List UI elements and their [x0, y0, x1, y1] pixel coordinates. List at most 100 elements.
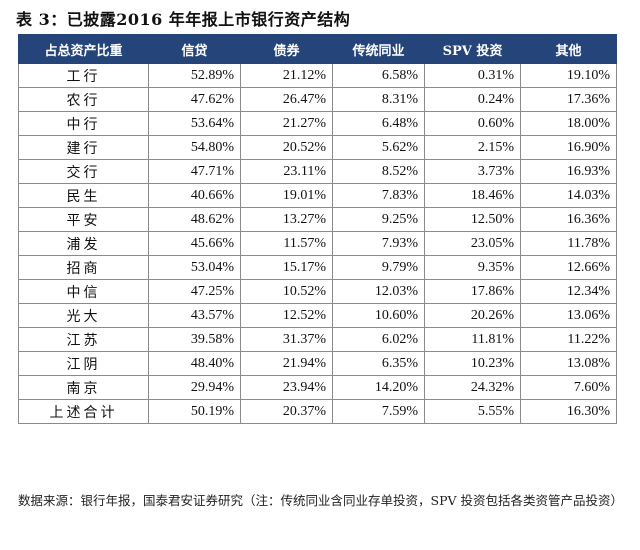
bank-name-cell: 光大: [18, 303, 149, 328]
value-cell: 53.64%: [148, 111, 241, 136]
header-cell: 其他: [520, 34, 617, 64]
value-cell: 0.31%: [424, 63, 521, 88]
table-row: 中信 47.25% 10.52% 12.03% 17.86% 12.34%: [18, 279, 617, 304]
value-cell: 5.55%: [424, 399, 521, 424]
table-row: 江阴 48.40% 21.94% 6.35% 10.23% 13.08%: [18, 351, 617, 376]
table-row: 招商 53.04% 15.17% 9.79% 9.35% 12.66%: [18, 255, 617, 280]
value-cell: 12.03%: [332, 279, 425, 304]
value-cell: 12.52%: [240, 303, 333, 328]
table-row: 南京 29.94% 23.94% 14.20% 24.32% 7.60%: [18, 375, 617, 400]
bank-name-cell: 工行: [18, 63, 149, 88]
value-cell: 15.17%: [240, 255, 333, 280]
header-cell: 信贷: [148, 34, 241, 64]
value-cell: 6.48%: [332, 111, 425, 136]
value-cell: 21.12%: [240, 63, 333, 88]
value-cell: 13.06%: [520, 303, 617, 328]
table-row: 光大 43.57% 12.52% 10.60% 20.26% 13.06%: [18, 303, 617, 328]
value-cell: 6.02%: [332, 327, 425, 352]
value-cell: 9.79%: [332, 255, 425, 280]
value-cell: 0.24%: [424, 87, 521, 112]
bank-name-cell: 交行: [18, 159, 149, 184]
value-cell: 16.30%: [520, 399, 617, 424]
value-cell: 10.60%: [332, 303, 425, 328]
value-cell: 29.94%: [148, 375, 241, 400]
value-cell: 16.93%: [520, 159, 617, 184]
value-cell: 13.27%: [240, 207, 333, 232]
value-cell: 12.66%: [520, 255, 617, 280]
value-cell: 10.23%: [424, 351, 521, 376]
value-cell: 7.93%: [332, 231, 425, 256]
value-cell: 23.11%: [240, 159, 333, 184]
value-cell: 13.08%: [520, 351, 617, 376]
value-cell: 50.19%: [148, 399, 241, 424]
value-cell: 31.37%: [240, 327, 333, 352]
value-cell: 3.73%: [424, 159, 521, 184]
value-cell: 23.94%: [240, 375, 333, 400]
header-cell: 债券: [240, 34, 333, 64]
value-cell: 21.27%: [240, 111, 333, 136]
bank-name-cell: 江阴: [18, 351, 149, 376]
value-cell: 7.59%: [332, 399, 425, 424]
table-row: 中行 53.64% 21.27% 6.48% 0.60% 18.00%: [18, 111, 617, 136]
value-cell: 47.25%: [148, 279, 241, 304]
bank-name-cell: 南京: [18, 375, 149, 400]
value-cell: 11.22%: [520, 327, 617, 352]
value-cell: 16.90%: [520, 135, 617, 160]
bank-name-cell: 民生: [18, 183, 149, 208]
value-cell: 9.25%: [332, 207, 425, 232]
value-cell: 19.10%: [520, 63, 617, 88]
bank-name-cell: 建行: [18, 135, 149, 160]
value-cell: 2.15%: [424, 135, 521, 160]
value-cell: 47.71%: [148, 159, 241, 184]
value-cell: 39.58%: [148, 327, 241, 352]
table-row: 农行 47.62% 26.47% 8.31% 0.24% 17.36%: [18, 87, 617, 112]
table-row: 上述合计 50.19% 20.37% 7.59% 5.55% 16.30%: [18, 399, 617, 424]
value-cell: 5.62%: [332, 135, 425, 160]
value-cell: 17.86%: [424, 279, 521, 304]
value-cell: 11.81%: [424, 327, 521, 352]
value-cell: 11.78%: [520, 231, 617, 256]
value-cell: 0.60%: [424, 111, 521, 136]
table-row: 民生 40.66% 19.01% 7.83% 18.46% 14.03%: [18, 183, 617, 208]
value-cell: 48.62%: [148, 207, 241, 232]
table-row: 交行 47.71% 23.11% 8.52% 3.73% 16.93%: [18, 159, 617, 184]
bank-name-cell: 平安: [18, 207, 149, 232]
value-cell: 20.52%: [240, 135, 333, 160]
value-cell: 48.40%: [148, 351, 241, 376]
asset-structure-table: 占总资产比重 信贷 债券 传统同业 SPV 投资 其他 工行 52.89% 21.1…: [18, 34, 617, 424]
table-row: 平安 48.62% 13.27% 9.25% 12.50% 16.36%: [18, 207, 617, 232]
table-title: 表 3：已披露2016 年年报上市银行资产结构: [16, 10, 351, 29]
value-cell: 8.31%: [332, 87, 425, 112]
value-cell: 7.83%: [332, 183, 425, 208]
bank-name-cell: 招商: [18, 255, 149, 280]
value-cell: 24.32%: [424, 375, 521, 400]
header-cell: 传统同业: [332, 34, 425, 64]
value-cell: 26.47%: [240, 87, 333, 112]
bank-name-cell: 浦发: [18, 231, 149, 256]
header-cell: 占总资产比重: [18, 34, 149, 64]
value-cell: 52.89%: [148, 63, 241, 88]
value-cell: 19.01%: [240, 183, 333, 208]
value-cell: 23.05%: [424, 231, 521, 256]
table-row: 建行 54.80% 20.52% 5.62% 2.15% 16.90%: [18, 135, 617, 160]
value-cell: 6.35%: [332, 351, 425, 376]
value-cell: 20.26%: [424, 303, 521, 328]
value-cell: 54.80%: [148, 135, 241, 160]
bank-name-cell: 中行: [18, 111, 149, 136]
bank-name-cell: 上述合计: [18, 399, 149, 424]
value-cell: 14.20%: [332, 375, 425, 400]
value-cell: 7.60%: [520, 375, 617, 400]
value-cell: 47.62%: [148, 87, 241, 112]
value-cell: 20.37%: [240, 399, 333, 424]
value-cell: 6.58%: [332, 63, 425, 88]
value-cell: 53.04%: [148, 255, 241, 280]
table-row: 工行 52.89% 21.12% 6.58% 0.31% 19.10%: [18, 63, 617, 88]
value-cell: 11.57%: [240, 231, 333, 256]
value-cell: 8.52%: [332, 159, 425, 184]
table-row: 浦发 45.66% 11.57% 7.93% 23.05% 11.78%: [18, 231, 617, 256]
value-cell: 12.50%: [424, 207, 521, 232]
value-cell: 12.34%: [520, 279, 617, 304]
value-cell: 17.36%: [520, 87, 617, 112]
value-cell: 18.46%: [424, 183, 521, 208]
value-cell: 10.52%: [240, 279, 333, 304]
